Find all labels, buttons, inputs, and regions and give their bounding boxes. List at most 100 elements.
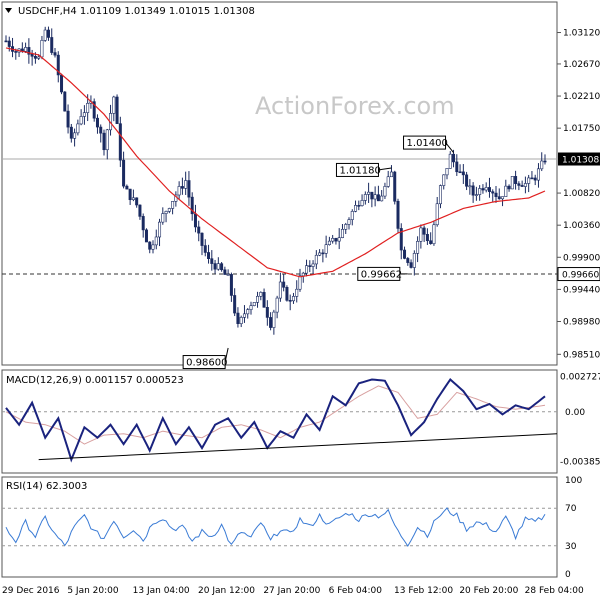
candle-body xyxy=(523,183,527,187)
annotation-label-high-2: 1.01400 xyxy=(407,138,448,149)
candle-body xyxy=(190,196,194,215)
candle-body xyxy=(144,229,148,243)
candle-body xyxy=(200,232,204,246)
annotation-connector xyxy=(378,167,392,171)
x-tick-label: 28 Feb 04:00 xyxy=(525,586,584,596)
candle-body xyxy=(40,40,44,58)
candle-body xyxy=(318,252,322,256)
x-tick-label: 13 Feb 12:00 xyxy=(394,586,453,596)
candle-body xyxy=(128,188,132,201)
x-tick-label: 20 Feb 20:00 xyxy=(459,586,518,596)
candle-body xyxy=(164,211,168,214)
annotation-label-low: 0.98600 xyxy=(186,358,227,369)
candle-body xyxy=(197,226,201,234)
candle-body xyxy=(285,286,289,301)
candle-body xyxy=(432,224,436,244)
candle-body xyxy=(158,221,162,238)
rsi-title: RSI(14) 62.3003 xyxy=(6,481,87,492)
candle-body xyxy=(24,47,28,52)
chart-header: USDCHF,H4 1.01109 1.01349 1.01015 1.0130… xyxy=(18,6,255,17)
candle-body xyxy=(481,188,485,191)
dropdown-arrow-icon[interactable] xyxy=(5,8,12,13)
candle-body xyxy=(46,29,50,38)
price-y-tick: 1.01750 xyxy=(563,124,600,134)
x-axis: 29 Dec 2016 5 Jan 20:00 13 Jan 04:00 20 … xyxy=(2,586,584,596)
candle-body xyxy=(383,186,387,197)
candle-body xyxy=(530,177,534,180)
candle-body xyxy=(66,110,70,128)
candle-body xyxy=(282,281,286,288)
candle-body xyxy=(249,305,253,310)
candle-body xyxy=(229,274,233,296)
candle-body xyxy=(396,200,400,229)
candle-body xyxy=(474,194,478,196)
candle-body xyxy=(60,74,64,93)
candle-body xyxy=(399,228,403,251)
candle-body xyxy=(507,185,511,190)
x-tick-label: 27 Jan 20:00 xyxy=(263,586,320,596)
price-y-tick: 0.98980 xyxy=(563,318,600,328)
candle-body xyxy=(92,101,96,119)
candle-body xyxy=(393,171,397,202)
candle-body xyxy=(357,205,361,207)
moving-average-line xyxy=(5,47,546,278)
candle-body xyxy=(207,252,211,259)
price-candles xyxy=(4,26,547,335)
rsi-y-tick: 70 xyxy=(565,504,577,514)
candle-body xyxy=(269,317,273,328)
candle-body xyxy=(370,191,374,200)
candle-body xyxy=(478,188,482,195)
price-y-tick: 1.00820 xyxy=(563,189,600,199)
candle-body xyxy=(171,201,175,209)
candle-body xyxy=(510,176,514,190)
candle-body xyxy=(425,234,429,242)
price-y-tick: 0.99440 xyxy=(563,285,600,295)
price-annotations: 0.98600 1.01180 0.99662 1.01400 xyxy=(182,135,454,370)
macd-line xyxy=(5,377,546,463)
candle-body xyxy=(331,238,335,242)
candle-body xyxy=(236,312,240,324)
rsi-line xyxy=(5,507,546,547)
candle-body xyxy=(226,274,230,276)
price-y-ticks: 1.03120 1.02670 1.02210 1.01750 1.00820 … xyxy=(563,29,600,361)
x-tick-label: 20 Jan 12:00 xyxy=(198,586,255,596)
candle-body xyxy=(465,174,469,187)
candle-body xyxy=(419,227,423,242)
candle-body xyxy=(50,37,54,53)
price-y-tick: 1.00360 xyxy=(563,221,600,231)
candle-body xyxy=(429,240,433,244)
candle-body xyxy=(311,263,315,267)
candle-body xyxy=(354,205,358,212)
candle-body xyxy=(298,275,302,290)
candle-body xyxy=(43,29,47,41)
candle-body xyxy=(337,237,341,242)
candle-body xyxy=(373,194,377,200)
candle-body xyxy=(73,132,77,139)
price-panel-frame xyxy=(1,1,558,366)
candle-body xyxy=(497,196,501,200)
macd-title: MACD(12,26,9) 0.001157 0.000523 xyxy=(6,375,184,386)
candle-body xyxy=(494,192,498,197)
candle-body xyxy=(412,253,416,268)
candle-body xyxy=(69,126,73,139)
candle-body xyxy=(220,263,224,271)
candle-body xyxy=(27,47,31,55)
rsi-y-tick: 100 xyxy=(565,476,582,486)
candle-body xyxy=(259,292,263,297)
candle-body xyxy=(246,309,250,315)
candle-body xyxy=(99,126,103,134)
watermark: ActionForex.com xyxy=(255,92,455,120)
candle-body xyxy=(409,262,413,268)
candle-body xyxy=(468,185,472,188)
candle-body xyxy=(151,244,155,250)
rsi-y-tick: 30 xyxy=(565,542,577,552)
annotation-box xyxy=(335,162,379,177)
candle-body xyxy=(223,269,227,275)
candle-body xyxy=(487,187,491,192)
candle-body xyxy=(389,171,393,178)
annotation-box xyxy=(403,135,447,150)
x-tick-label: 6 Feb 04:00 xyxy=(329,586,383,596)
candle-body xyxy=(79,116,83,125)
candle-body xyxy=(471,185,475,196)
candle-body xyxy=(95,117,99,128)
